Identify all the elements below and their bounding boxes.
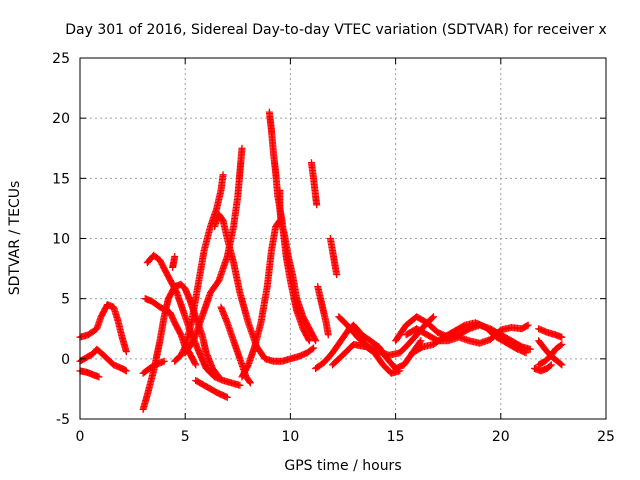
series-arc-3 (76, 367, 103, 381)
data-point (417, 337, 425, 345)
data-point (522, 349, 530, 357)
data-point (416, 338, 424, 346)
data-point (219, 171, 227, 179)
series-arc-18 (326, 235, 341, 279)
data-point (558, 333, 566, 341)
y-tick-label: 5 (61, 292, 70, 308)
series-arc-15 (265, 108, 313, 345)
series-arc-16 (276, 186, 285, 224)
data-point (523, 322, 531, 330)
series-arc-28 (535, 340, 566, 369)
x-tick-label: 20 (492, 429, 510, 445)
series-arc-9 (171, 171, 227, 365)
y-tick-label: 20 (52, 111, 70, 127)
data-point (557, 360, 565, 368)
x-tick-label: 10 (281, 429, 299, 445)
axis-ticks: 0 5 10 15 20 25 -5 0 5 10 15 20 25 (52, 51, 615, 445)
data-point (277, 216, 285, 224)
data-point (246, 379, 254, 387)
data-point (122, 367, 130, 375)
y-tick-label: 15 (52, 171, 70, 187)
data-point (324, 331, 332, 339)
data-point (396, 367, 404, 375)
chart-title: Day 301 of 2016, Sidereal Day-to-day VTE… (65, 22, 607, 38)
y-tick-label: -5 (56, 412, 70, 428)
series-arc-17 (307, 159, 321, 209)
series-arc-7 (169, 253, 179, 271)
data-point (305, 335, 313, 343)
series-arc-13 (217, 303, 254, 387)
data-point (238, 144, 246, 152)
x-tick-label: 5 (181, 429, 190, 445)
data-point (246, 378, 254, 386)
x-tick-label: 0 (76, 429, 85, 445)
data-point (236, 381, 244, 389)
series-arc-25 (408, 319, 530, 357)
y-tick-label: 25 (52, 51, 70, 67)
y-axis-label: SDTVAR / TECUs (7, 181, 23, 296)
data-point (558, 340, 566, 348)
data-point (223, 393, 231, 401)
data-point (429, 313, 437, 321)
x-axis-label: GPS time / hours (284, 458, 401, 474)
data-point (305, 337, 313, 345)
data-point (308, 345, 316, 353)
data-point (312, 337, 320, 345)
series-arc-1 (76, 301, 130, 356)
data-point (191, 360, 199, 368)
data-point (547, 361, 555, 369)
series-arc-19 (314, 283, 332, 339)
data-point (333, 271, 341, 279)
data-point (310, 344, 318, 352)
data-point (428, 314, 436, 322)
series-arc-29 (530, 361, 555, 375)
data-point (558, 361, 566, 369)
x-tick-label: 25 (597, 429, 615, 445)
series-arc-24 (402, 321, 532, 347)
series-arc-8 (139, 357, 168, 377)
data-point (171, 253, 179, 261)
data-point (313, 201, 321, 209)
data-point (192, 361, 200, 369)
data-point (122, 348, 130, 356)
series-arc-26 (535, 325, 566, 341)
data-point (95, 373, 103, 381)
data-point (524, 321, 532, 329)
data-points (76, 108, 566, 413)
y-tick-label: 10 (52, 232, 70, 248)
series-arc-12 (192, 376, 231, 401)
data-point (160, 357, 168, 365)
x-tick-label: 15 (387, 429, 405, 445)
series-arc-11 (211, 210, 318, 365)
data-point (311, 335, 319, 343)
data-point (526, 345, 534, 353)
data-point (546, 362, 554, 370)
y-tick-label: 0 (61, 352, 70, 368)
data-point (557, 341, 565, 349)
